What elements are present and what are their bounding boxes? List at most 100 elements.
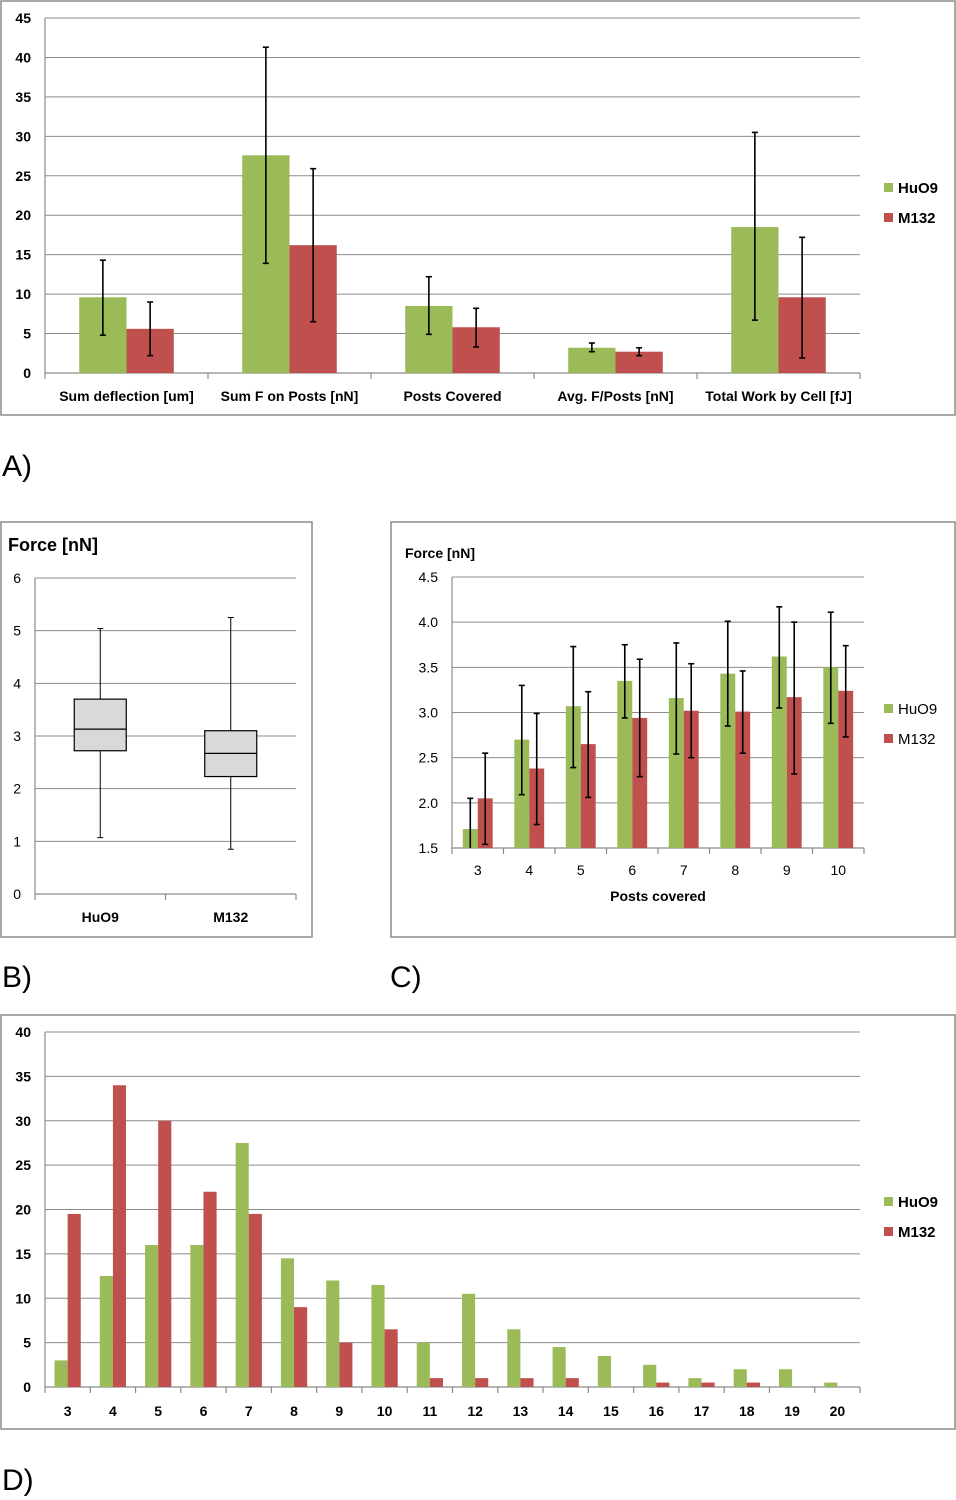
x-tick-label: HuO9: [82, 909, 120, 925]
y-tick-label: 1: [13, 833, 21, 849]
panel-label: B): [2, 961, 32, 994]
x-tick-label: 20: [830, 1403, 846, 1419]
x-tick-label: 15: [603, 1403, 619, 1419]
bar-HuO9: [145, 1245, 159, 1387]
bar-HuO9: [720, 673, 736, 848]
chart-A: 0 5 10 15 20 25 30 35 40 45 Sum deflection [um] Sum…: [0, 0, 956, 416]
bar-HuO9: [552, 1347, 566, 1387]
x-tick-label: Sum deflection [um]: [59, 388, 194, 404]
bar-M132: [746, 1382, 760, 1387]
y-tick-label: 4.5: [419, 569, 439, 585]
box: [73, 698, 127, 752]
bar-HuO9: [771, 656, 787, 848]
bar-M132: [632, 717, 648, 848]
panel-label: C): [390, 961, 422, 994]
x-tick-label: 17: [694, 1403, 710, 1419]
x-tick-label: 7: [680, 862, 688, 878]
bar-M132: [735, 711, 751, 848]
y-tick-label: 0: [13, 886, 21, 902]
y-tick-label: 30: [15, 128, 31, 144]
y-tick-label: 5: [13, 623, 21, 639]
chart-title: Force [nN]: [8, 535, 98, 555]
legend-label: HuO9: [898, 701, 937, 718]
y-tick-label: 25: [15, 1157, 31, 1173]
panel-label: A): [2, 450, 32, 483]
bar-HuO9: [416, 1342, 430, 1387]
legend-swatch: [884, 1227, 893, 1236]
bar-M132: [656, 1382, 670, 1387]
y-tick-label: 40: [15, 49, 31, 65]
legend-swatch: [884, 183, 893, 192]
x-tick-label: M132: [213, 909, 248, 925]
x-tick-label: 7: [245, 1403, 253, 1419]
bar-HuO9: [597, 1355, 611, 1387]
bar-HuO9: [688, 1378, 702, 1387]
y-tick-label: 20: [15, 1202, 31, 1218]
x-tick-label: 10: [377, 1403, 393, 1419]
x-tick-label: 19: [784, 1403, 800, 1419]
y-tick-label: 3: [13, 728, 21, 744]
bar-HuO9: [507, 1329, 521, 1387]
bar-M132: [203, 1191, 217, 1387]
chart-frame: [0, 1014, 956, 1430]
bar-HuO9: [280, 1258, 295, 1387]
bar-M132: [158, 1120, 172, 1387]
y-tick-label: 4.0: [419, 614, 439, 630]
x-tick-label: 3: [474, 862, 482, 878]
x-tick-label: 3: [64, 1403, 72, 1419]
bar-M132: [339, 1342, 353, 1387]
bar-HuO9: [778, 1369, 793, 1387]
y-tick-label: 1.5: [419, 840, 439, 856]
bar-M132: [683, 710, 699, 848]
y-tick-label: 2.0: [419, 795, 439, 811]
y-tick-label: 10: [15, 286, 31, 302]
y-tick-label: 35: [15, 1068, 31, 1084]
chart-D: 0 5 10 15 20 25 30 35 40 3 4 5 6 7 8 9 10 11 12 13 14 15 16 17 1…: [0, 1014, 956, 1430]
legend-swatch: [884, 734, 893, 743]
x-tick-label: Avg. F/Posts [nN]: [557, 388, 673, 404]
bar-HuO9: [668, 698, 684, 848]
y-tick-label: 15: [15, 1246, 31, 1262]
bar-HuO9: [824, 1382, 838, 1387]
legend-label: HuO9: [898, 180, 938, 197]
y-tick-label: 40: [15, 1024, 31, 1040]
x-tick-label: 9: [335, 1403, 343, 1419]
x-tick-label: Total Work by Cell [fJ]: [705, 388, 852, 404]
bar-M132: [294, 1307, 308, 1387]
y-tick-label: 4: [13, 675, 21, 691]
x-tick-label: 12: [467, 1403, 483, 1419]
legend-label: M132: [898, 731, 936, 748]
bar-HuO9: [54, 1360, 68, 1387]
x-tick-label: 9: [783, 862, 791, 878]
y-tick-label: 3.5: [419, 659, 439, 675]
bar-M132: [615, 351, 663, 373]
bar-M132: [429, 1378, 443, 1387]
bar-HuO9: [617, 680, 633, 848]
x-tick-label: 14: [558, 1403, 574, 1419]
y-tick-label: 35: [15, 89, 31, 105]
x-tick-label: 5: [154, 1403, 162, 1419]
chart-title: Force [nN]: [405, 545, 475, 561]
x-tick-label: 4: [525, 862, 533, 878]
x-tick-label: Posts Covered: [403, 388, 501, 404]
x-tick-label: 10: [830, 862, 846, 878]
chart-B: 0 1 2 3 4 5 6 HuO9 M132 Force [nN]: [0, 521, 313, 938]
bar-HuO9: [190, 1245, 204, 1387]
legend-label: HuO9: [898, 1194, 938, 1211]
x-tick-label: 6: [628, 862, 636, 878]
y-tick-label: 5: [23, 1335, 31, 1351]
legend-swatch: [884, 704, 893, 713]
x-tick-label: Sum F on Posts [nN]: [221, 388, 359, 404]
bar-HuO9: [371, 1284, 385, 1387]
bar-M132: [384, 1329, 398, 1387]
legend-swatch: [884, 1197, 893, 1206]
chart-frame: [0, 521, 313, 938]
panel-label: D): [2, 1464, 34, 1497]
x-tick-label: 6: [200, 1403, 208, 1419]
chart-C: 1.5 2.0 2.5 3.0 3.5 4.0 4.5 3 4 5 6 7 8 9 10 Force [nN]…: [390, 521, 956, 938]
bar-M132: [248, 1213, 262, 1387]
bar-M132: [67, 1213, 81, 1387]
y-tick-label: 15: [15, 247, 31, 263]
x-tick-label: 13: [513, 1403, 529, 1419]
